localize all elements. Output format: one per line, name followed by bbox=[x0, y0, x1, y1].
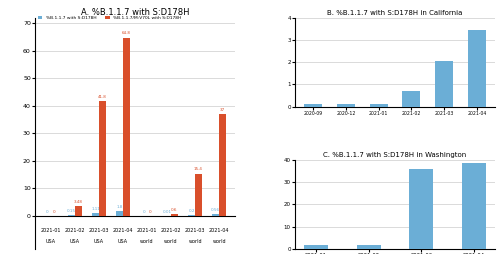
Text: 37: 37 bbox=[220, 108, 225, 112]
Bar bbox=[304, 245, 328, 249]
Bar bbox=[68, 215, 75, 216]
Text: 0.6: 0.6 bbox=[171, 208, 177, 212]
Bar bbox=[195, 173, 202, 216]
Text: USA: USA bbox=[46, 239, 56, 244]
Bar bbox=[116, 211, 123, 216]
Text: world: world bbox=[140, 239, 154, 244]
Title: C. %B.1.1.7 with S:D178H in Washington: C. %B.1.1.7 with S:D178H in Washington bbox=[324, 152, 466, 158]
Bar bbox=[123, 38, 130, 216]
Text: 2021-01: 2021-01 bbox=[40, 228, 61, 233]
Bar bbox=[337, 104, 355, 107]
Bar bbox=[171, 214, 178, 216]
Text: 0.15: 0.15 bbox=[67, 209, 76, 213]
Text: 0: 0 bbox=[149, 210, 152, 214]
Bar bbox=[435, 61, 453, 107]
Bar bbox=[304, 104, 322, 107]
Text: 0: 0 bbox=[142, 210, 145, 214]
Text: 2021-02: 2021-02 bbox=[161, 228, 182, 233]
Text: 0.2: 0.2 bbox=[188, 209, 195, 213]
Text: 2021-02: 2021-02 bbox=[64, 228, 85, 233]
Text: 15.4: 15.4 bbox=[194, 167, 203, 171]
Text: 0: 0 bbox=[53, 210, 56, 214]
Bar bbox=[75, 206, 82, 216]
Text: 2021-04: 2021-04 bbox=[209, 228, 230, 233]
Bar bbox=[462, 163, 486, 249]
Text: 1.11: 1.11 bbox=[91, 207, 100, 211]
Text: 0.56: 0.56 bbox=[211, 208, 220, 212]
Text: USA: USA bbox=[118, 239, 128, 244]
Bar bbox=[99, 101, 105, 216]
Text: 2021-04: 2021-04 bbox=[112, 228, 133, 233]
Text: world: world bbox=[164, 239, 178, 244]
Text: 41.8: 41.8 bbox=[98, 95, 106, 99]
Text: 1.8: 1.8 bbox=[116, 205, 123, 209]
Bar bbox=[402, 91, 420, 107]
Bar bbox=[212, 214, 219, 216]
Bar bbox=[188, 215, 195, 216]
Text: 2021-01: 2021-01 bbox=[137, 228, 158, 233]
Text: world: world bbox=[212, 239, 226, 244]
Bar bbox=[468, 30, 486, 107]
Bar bbox=[370, 104, 388, 107]
Text: 0.01: 0.01 bbox=[163, 210, 172, 214]
Text: 3.48: 3.48 bbox=[74, 200, 82, 204]
Bar bbox=[219, 114, 226, 216]
Text: USA: USA bbox=[70, 239, 80, 244]
Bar bbox=[410, 169, 433, 249]
Bar bbox=[92, 213, 99, 216]
Bar bbox=[357, 245, 380, 249]
Legend: %B.1.1.7 with S:D178H, %B.1.1.7/M:V70L with S:D178H: %B.1.1.7 with S:D178H, %B.1.1.7/M:V70L w… bbox=[37, 15, 182, 20]
Text: 64.8: 64.8 bbox=[122, 31, 131, 35]
Title: A. %B.1.1.7 with S:D178H: A. %B.1.1.7 with S:D178H bbox=[81, 8, 189, 17]
Title: B. %B.1.1.7 with S:D178H in California: B. %B.1.1.7 with S:D178H in California bbox=[328, 10, 462, 16]
Text: USA: USA bbox=[94, 239, 104, 244]
Text: world: world bbox=[188, 239, 202, 244]
Text: 2021-03: 2021-03 bbox=[185, 228, 206, 233]
Text: 0: 0 bbox=[46, 210, 49, 214]
Text: 2021-03: 2021-03 bbox=[88, 228, 109, 233]
